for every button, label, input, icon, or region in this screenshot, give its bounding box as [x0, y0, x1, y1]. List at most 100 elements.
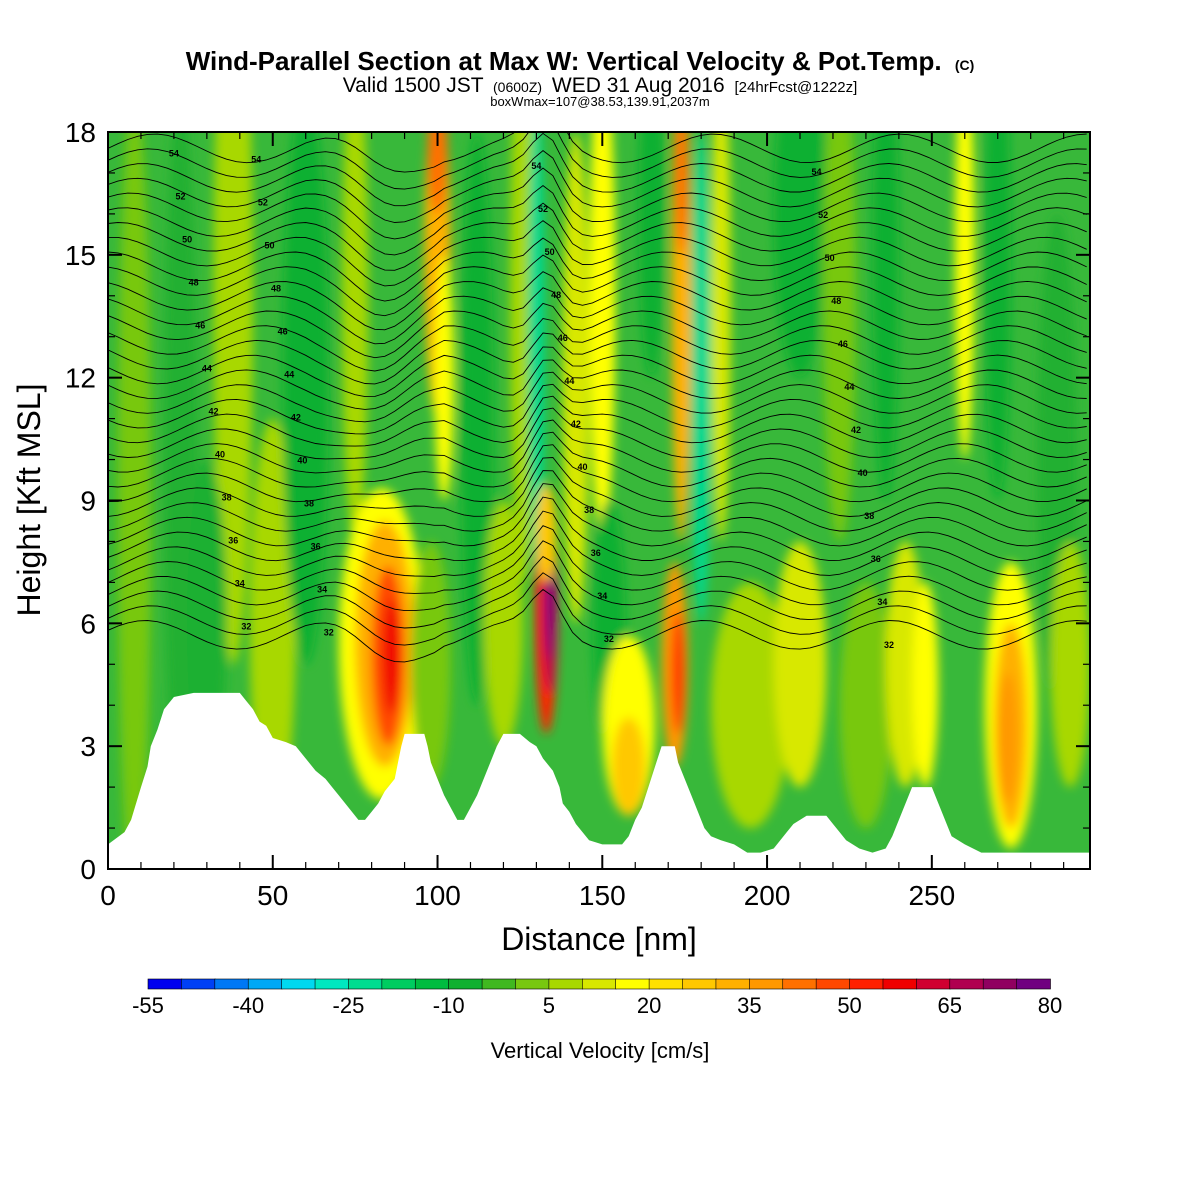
x-tick-label: 200: [744, 880, 791, 911]
velocity-blob: [638, 132, 665, 378]
velocity-blob: [954, 132, 975, 460]
colorbar-tick-label: 50: [837, 993, 861, 1018]
contour-label: 48: [831, 296, 841, 306]
theta-contour: [108, 588, 1087, 663]
x-axis-label: Distance [nm]: [501, 921, 697, 957]
colorbar-swatch: [381, 978, 417, 990]
theta-contour: [108, 419, 1087, 474]
contour-label: 40: [297, 456, 307, 466]
contour-label: 54: [169, 149, 179, 159]
theta-contour: [108, 150, 1087, 223]
colorbar-swatch: [548, 978, 584, 990]
theta-contour: [108, 237, 1087, 302]
theta-contour: [108, 332, 1087, 385]
theta-contour: [108, 572, 1087, 646]
colorbar-tick-label: 35: [737, 993, 761, 1018]
velocity-blob: [213, 132, 253, 665]
x-tick-label: 250: [908, 880, 955, 911]
colorbar-tick-label: -25: [333, 993, 365, 1018]
contour-label: 44: [284, 370, 294, 380]
colorbar-swatch: [214, 978, 250, 990]
plot-area: 54 52 50 48 46 44 42 40 38 36 34 32 54 52 50 48 46 44 42 40…: [108, 132, 1090, 869]
theta-contour: [108, 510, 1087, 577]
x-tick-label: 50: [257, 880, 288, 911]
velocity-blob: [773, 541, 827, 788]
contour-label: 38: [304, 499, 314, 509]
x-tick-label: 150: [579, 880, 626, 911]
vertical-velocity-field: [117, 132, 1090, 869]
y-tick-label: 12: [65, 363, 96, 394]
theta-contour: [108, 302, 1087, 359]
theta-contour: [108, 132, 1087, 173]
contour-label: 50: [264, 241, 274, 251]
contour-label: 50: [545, 247, 555, 257]
theta-contour: [108, 346, 1087, 398]
colorbar-swatch: [314, 978, 350, 990]
colorbar-swatch: [515, 978, 550, 990]
velocity-blob: [912, 582, 939, 788]
x-tick-label: 0: [100, 880, 116, 911]
velocity-blob: [282, 132, 329, 665]
colorbar-swatch: [448, 978, 483, 990]
velocity-blob: [427, 132, 448, 214]
colorbar-swatch: [181, 978, 216, 990]
y-tick-label: 15: [65, 240, 96, 271]
velocity-blob: [383, 598, 400, 714]
contour-label: 46: [838, 339, 848, 349]
contour-label: 44: [202, 364, 212, 374]
colorbar-swatch: [916, 978, 951, 990]
y-tick-label: 3: [80, 731, 96, 762]
colorbar-swatch: [648, 978, 684, 990]
colorbar-swatch: [581, 978, 617, 990]
velocity-blob: [711, 132, 731, 542]
colorbar-swatch: [782, 978, 817, 990]
contour-label: 42: [208, 407, 218, 417]
contour-label: 52: [175, 192, 185, 202]
theta-contour: [108, 483, 1087, 547]
theta-contour: [108, 167, 1087, 240]
contour-label: 54: [531, 161, 541, 171]
contour-label: 46: [195, 321, 205, 331]
contour-label: 42: [291, 413, 301, 423]
contour-label: 50: [825, 253, 835, 263]
theta-contour: [108, 470, 1087, 532]
velocity-blob: [823, 132, 857, 542]
velocity-blob: [117, 132, 151, 869]
theta-contour: [108, 318, 1087, 372]
contour-label: 38: [584, 505, 594, 515]
colorbar-tick-label: 5: [543, 993, 555, 1018]
colorbar-tick-label: -10: [433, 993, 465, 1018]
contour-label: 52: [258, 198, 268, 208]
terrain-profile: [108, 692, 1090, 869]
colorbar-swatch: [882, 978, 918, 990]
velocity-blob: [483, 500, 524, 747]
theta-contour: [108, 444, 1087, 503]
colorbar-swatch: [281, 978, 316, 990]
x-tick-label: 100: [414, 880, 461, 911]
contour-label: 42: [571, 419, 581, 429]
y-tick-label: 0: [80, 854, 96, 885]
colorbar-tick-label: 65: [938, 993, 962, 1018]
colorbar-swatch: [247, 978, 283, 990]
contour-label: 38: [222, 493, 232, 503]
y-tick-label: 9: [80, 486, 96, 517]
contour-label: 54: [251, 155, 261, 165]
contour-label: 36: [871, 554, 881, 564]
theta-contour: [108, 395, 1087, 447]
velocity-blob: [341, 132, 369, 542]
theta-contour: [108, 371, 1087, 423]
chart-subtitle: Valid 1500 JST (0600Z) WED 31 Aug 2016 […: [343, 74, 858, 97]
colorbar-swatch: [949, 978, 984, 990]
theta-contour: [108, 132, 1087, 207]
theta-contour: [108, 431, 1087, 488]
y-tick-label: 6: [80, 608, 96, 639]
contour-label: 38: [864, 511, 874, 521]
velocity-blob: [528, 132, 545, 583]
contour-label: 34: [317, 585, 327, 595]
contour-label: 36: [591, 548, 601, 558]
contour-label: 52: [538, 204, 548, 214]
colorbar-swatch: [1016, 978, 1051, 990]
velocity-blob: [612, 717, 646, 816]
contour-label: 34: [235, 578, 245, 588]
potential-temperature-contours: 54 52 50 48 46 44 42 40 38 36 34 32 54 52 50 48 46 44 42 40…: [108, 132, 1087, 663]
